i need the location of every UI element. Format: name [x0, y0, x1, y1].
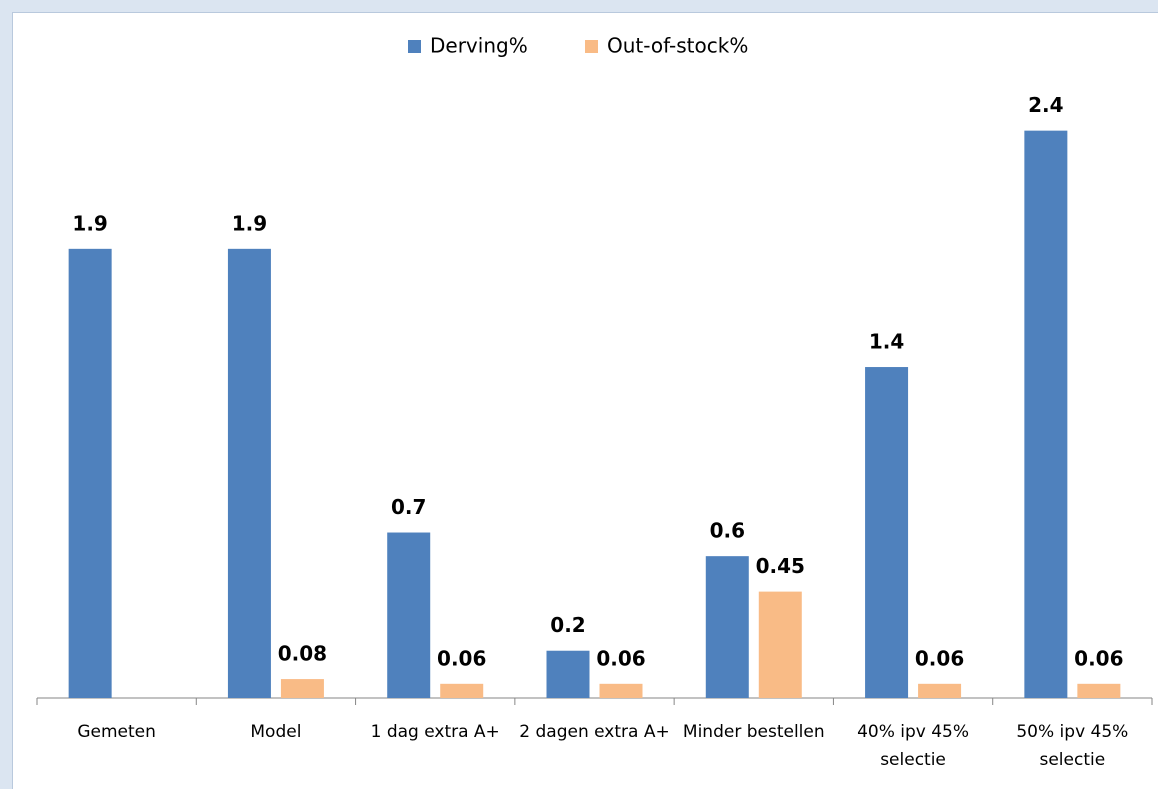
bar: [1024, 130, 1068, 698]
data-label: 0.06: [915, 646, 964, 670]
data-label: 0.2: [550, 613, 585, 637]
bar: [68, 248, 112, 698]
bar: [758, 591, 802, 698]
bar: [865, 367, 909, 698]
x-tick-label: 40% ipv 45% selectie: [857, 722, 970, 770]
bar: [918, 683, 962, 698]
legend-label: Out-of-stock%: [607, 34, 748, 58]
bar: [1077, 683, 1121, 698]
data-label: 1.9: [232, 211, 267, 235]
x-tick-label: 2 dagen extra A+: [519, 722, 670, 742]
legend-swatch: [408, 40, 421, 53]
data-label: 0.06: [596, 646, 645, 670]
bar: [440, 683, 484, 698]
legend-label: Derving%: [430, 34, 528, 58]
bar: [227, 248, 271, 698]
bar: [280, 679, 324, 698]
bar: [387, 532, 431, 698]
data-label: 0.7: [391, 495, 426, 519]
data-label: 0.06: [437, 646, 486, 670]
x-tick-label: 1 dag extra A+: [370, 722, 500, 742]
data-label: 0.45: [756, 554, 805, 578]
data-label: 2.4: [1028, 93, 1063, 117]
legend-swatch: [585, 40, 598, 53]
data-label: 1.4: [869, 330, 904, 354]
x-tick-label: 50% ipv 45% selectie: [1016, 722, 1129, 770]
bar: [599, 683, 643, 698]
x-tick-label: Minder bestellen: [682, 722, 825, 742]
data-label: 0.06: [1074, 646, 1123, 670]
data-label: 0.08: [278, 642, 327, 666]
x-tick-label: Model: [250, 722, 302, 742]
x-tick-label: Gemeten: [77, 722, 156, 742]
bar: [546, 650, 590, 698]
bar: [705, 556, 749, 698]
data-label: 1.9: [72, 211, 107, 235]
data-label: 0.6: [710, 519, 745, 543]
